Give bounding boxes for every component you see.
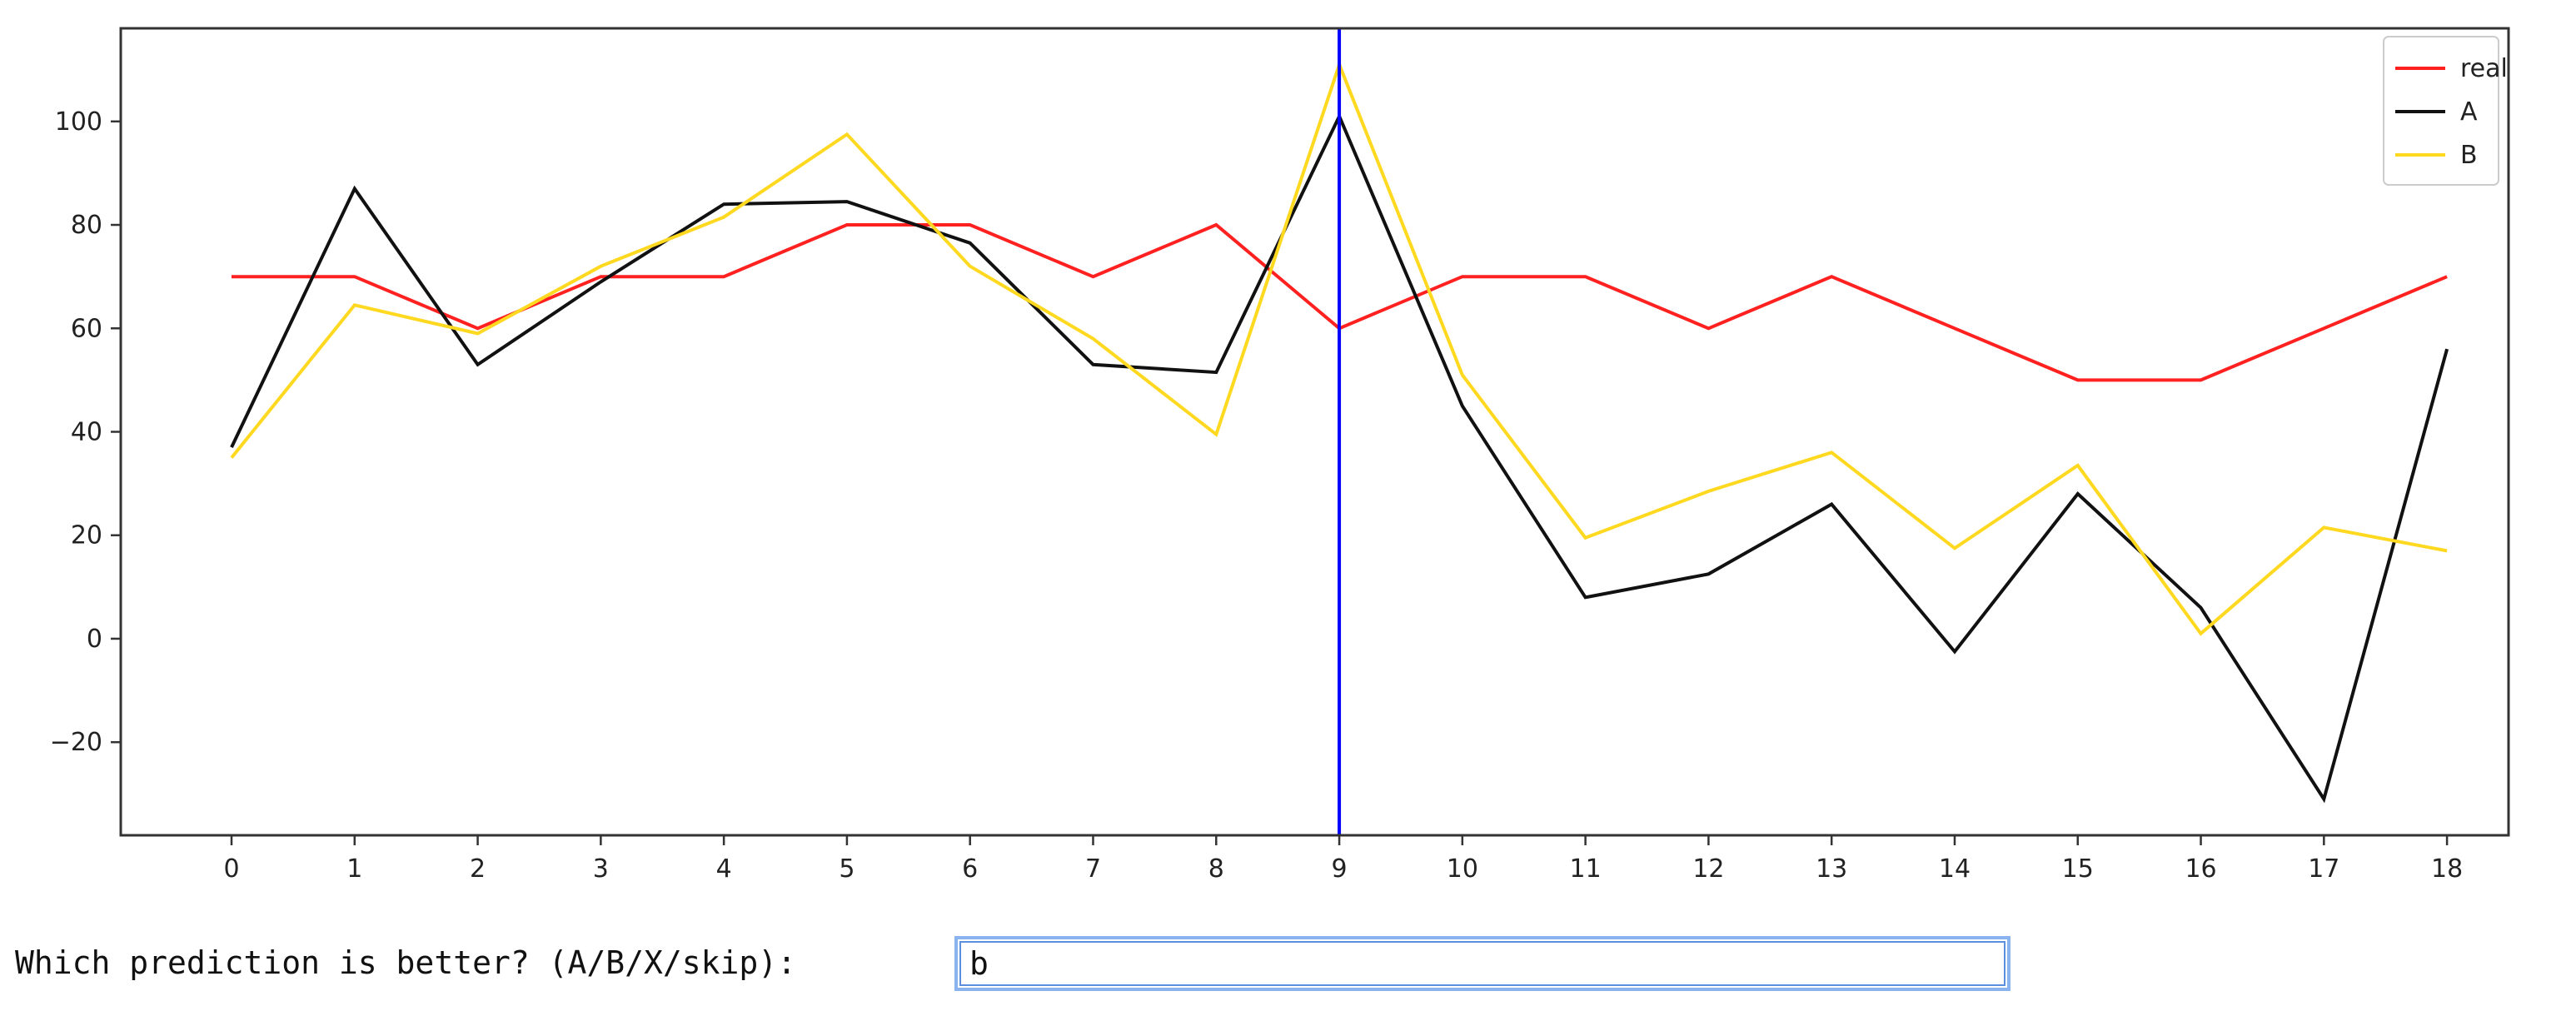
x-tick-label: 10	[1447, 854, 1478, 884]
x-tick-label: 4	[716, 854, 732, 884]
y-tick-label: 40	[71, 418, 102, 447]
x-tick-label: 14	[1939, 854, 1971, 884]
y-tick-label: −20	[50, 728, 102, 757]
x-tick-label: 8	[1208, 854, 1224, 884]
x-tick-label: 3	[593, 854, 609, 884]
prompt-label: Which prediction is better? (A/B/X/skip)…	[15, 944, 796, 981]
legend-label-b: B	[2460, 141, 2478, 170]
legend: real AB	[2383, 36, 2508, 186]
x-tick-label: 1	[346, 854, 362, 884]
x-tick-label: 6	[962, 854, 978, 884]
x-tick-label: 0	[223, 854, 239, 884]
prompt-row: Which prediction is better? (A/B/X/skip)…	[15, 931, 796, 994]
y-tick-label: 80	[71, 211, 102, 240]
x-tick-label: 12	[1692, 854, 1724, 884]
axis-ticks: 0 1 2 3 4 5 6 7 8 9 10 11 12 13 14 15 16 17 18100806040200…	[50, 107, 2464, 884]
y-tick-label: 20	[71, 521, 102, 550]
legend-label-real: real	[2460, 54, 2508, 83]
line-chart: 0 1 2 3 4 5 6 7 8 9 10 11 12 13 14 15 16 17 18100806040200…	[50, 27, 2510, 884]
x-tick-label: 2	[470, 854, 486, 884]
legend-label-a: A	[2460, 97, 2478, 127]
y-tick-label: 100	[55, 107, 102, 137]
x-tick-label: 7	[1085, 854, 1101, 884]
x-tick-label: 5	[839, 854, 855, 884]
y-tick-label: 0	[87, 625, 102, 654]
x-tick-label: 13	[1816, 854, 1847, 884]
x-tick-label: 18	[2431, 854, 2463, 884]
x-tick-label: 16	[2185, 854, 2216, 884]
answer-input[interactable]	[954, 936, 2010, 991]
x-tick-label: 11	[1570, 854, 1602, 884]
y-tick-label: 60	[71, 314, 102, 343]
plot-frame	[119, 27, 2510, 837]
x-tick-label: 9	[1332, 854, 1348, 884]
x-tick-label: 15	[2062, 854, 2094, 884]
x-tick-label: 17	[2308, 854, 2339, 884]
